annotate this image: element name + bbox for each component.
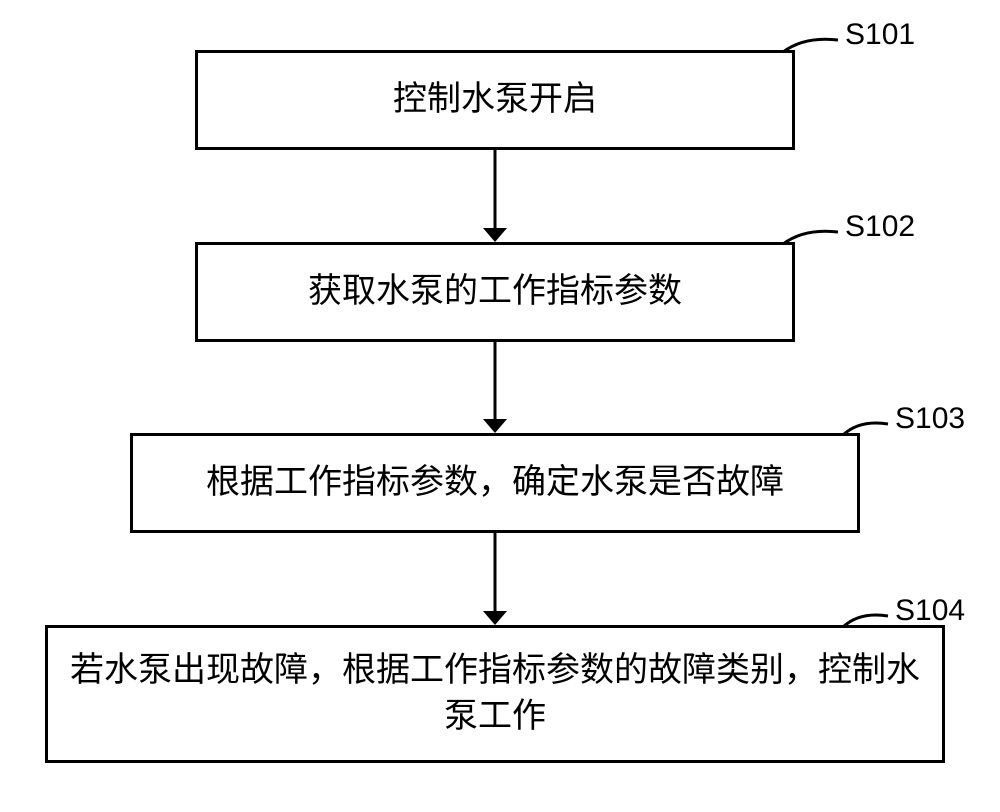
flow-arrow-3 (475, 533, 515, 625)
step-label-4: S104 (895, 594, 965, 628)
step-label-leader-3 (839, 420, 892, 439)
flow-arrow-2 (475, 342, 515, 433)
step-label-2: S102 (845, 210, 915, 244)
step-label-leader-2 (779, 228, 842, 248)
flow-step-2: 获取水泵的工作指标参数 (195, 242, 795, 342)
step-label-leader-1 (779, 36, 842, 56)
flow-arrow-1 (475, 150, 515, 242)
flow-step-text: 若水泵出现故障，根据工作指标参数的故障类别，控制水泵工作 (60, 648, 930, 740)
flow-step-4: 若水泵出现故障，根据工作指标参数的故障类别，控制水泵工作 (45, 625, 945, 763)
step-label-3: S103 (895, 402, 965, 436)
flow-step-text: 控制水泵开启 (393, 77, 597, 123)
flow-step-text: 获取水泵的工作指标参数 (308, 269, 682, 315)
flow-step-1: 控制水泵开启 (195, 50, 795, 150)
step-label-leader-4 (839, 612, 892, 631)
flow-step-text: 根据工作指标参数，确定水泵是否故障 (206, 460, 784, 506)
flowchart-canvas: 控制水泵开启获取水泵的工作指标参数根据工作指标参数，确定水泵是否故障若水泵出现故… (0, 0, 1000, 812)
flow-step-3: 根据工作指标参数，确定水泵是否故障 (130, 433, 860, 533)
step-label-1: S101 (845, 18, 915, 52)
